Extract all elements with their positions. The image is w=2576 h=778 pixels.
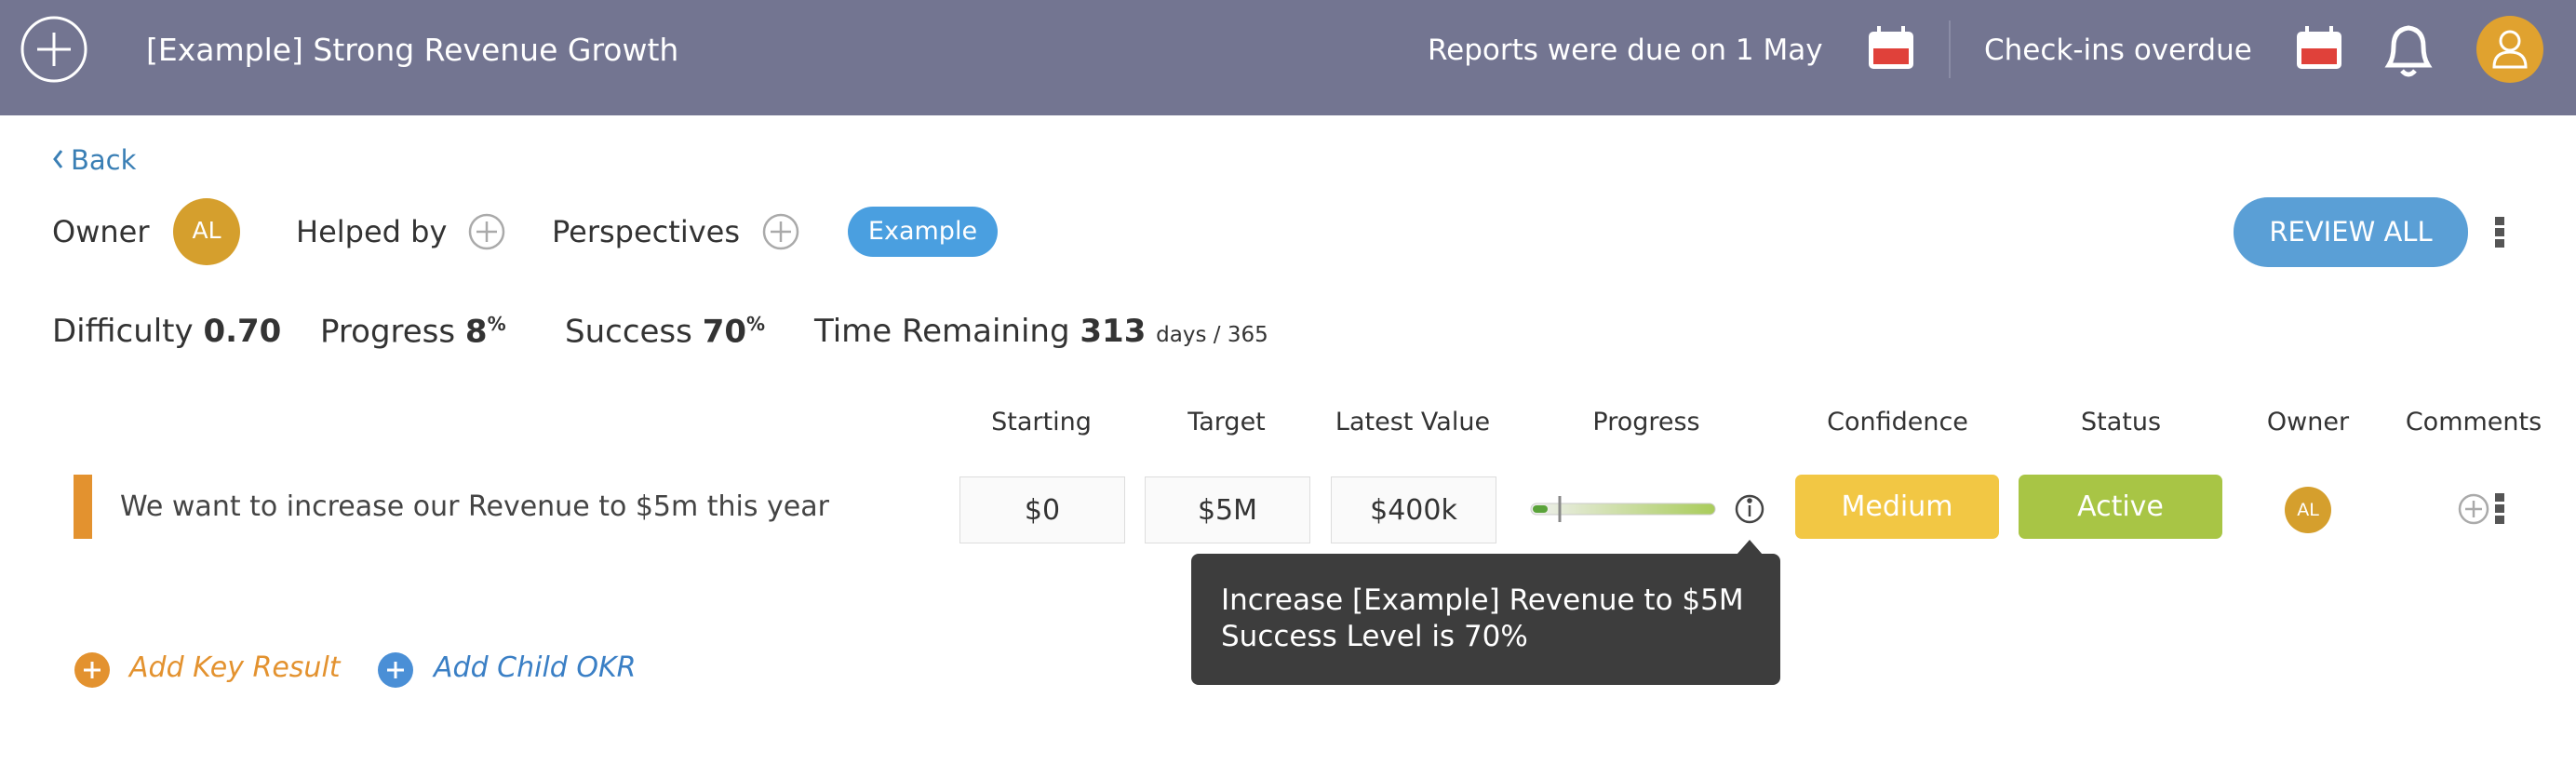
- info-icon[interactable]: [1735, 494, 1764, 524]
- stat-label: Difficulty: [52, 313, 194, 350]
- owner-avatar[interactable]: [173, 198, 240, 265]
- owner-initials: AL: [192, 217, 221, 244]
- starting-input[interactable]: $0: [959, 476, 1125, 543]
- column-header: Latest Value: [1335, 408, 1491, 436]
- add-perspective[interactable]: [762, 213, 799, 250]
- row-owner-avatar[interactable]: [2285, 487, 2331, 533]
- stat-label: Time Remaining: [814, 313, 1070, 350]
- tooltip: Increase [Example] Revenue to $5M Succes…: [1191, 554, 1780, 685]
- top-bar: [0, 0, 2576, 115]
- column-header: Owner: [2266, 408, 2350, 436]
- add-key-result[interactable]: Add Key Result: [129, 651, 341, 684]
- checkins-notice[interactable]: Check-ins overdue: [1984, 34, 2252, 67]
- add-comment[interactable]: [2458, 493, 2489, 525]
- helped-by-label: Helped by: [296, 214, 448, 249]
- stat-value: 313: [1080, 313, 1147, 350]
- back-chevron[interactable]: [53, 150, 63, 168]
- stat-value: 8: [464, 313, 488, 351]
- perspectives-label: Perspectives: [552, 214, 740, 249]
- tooltip-line: Increase [Example] Revenue to $5M: [1221, 584, 1744, 617]
- review-button[interactable]: [2234, 197, 2468, 267]
- time-stat: Time Remaining 313 days / 365: [814, 313, 1268, 350]
- kr-marker: [74, 475, 92, 539]
- okr-title: [Example] Strong Revenue Growth: [146, 32, 679, 68]
- user-avatar[interactable]: [2476, 16, 2543, 83]
- stat-unit: days / 365: [1156, 323, 1268, 347]
- owner-label: Owner: [52, 214, 150, 249]
- column-header: Starting: [991, 408, 1092, 436]
- column-header: Target: [1187, 408, 1266, 436]
- target-input[interactable]: $5M: [1145, 476, 1310, 543]
- column-header: Status: [2080, 408, 2162, 436]
- stat-value: 70: [702, 313, 747, 351]
- calendar-icon[interactable]: [1869, 26, 1913, 69]
- column-header: Comments: [2405, 408, 2542, 436]
- row-menu[interactable]: [2495, 493, 2504, 524]
- latest-input[interactable]: $400k: [1331, 476, 1496, 543]
- status-button[interactable]: Active: [2019, 475, 2222, 539]
- add-child-okr[interactable]: Add Child OKR: [434, 651, 637, 684]
- row-owner-initials: AL: [2297, 500, 2319, 520]
- tag-pill[interactable]: [848, 207, 998, 257]
- column-header: Progress: [1592, 408, 1700, 436]
- stat-value: 0.70: [203, 313, 282, 350]
- back-link[interactable]: Back: [71, 144, 137, 176]
- notification-bell[interactable]: [2384, 25, 2433, 77]
- success-stat: Success 70%: [565, 313, 765, 350]
- progress-stat: Progress 8%: [320, 313, 506, 350]
- stat-label: Progress: [320, 313, 456, 351]
- add-child-icon[interactable]: [378, 652, 413, 688]
- kr-name[interactable]: We want to increase our Revenue to $5m t…: [120, 490, 829, 523]
- column-header: Confidence: [1827, 408, 1968, 436]
- tooltip-line: Success Level is 70%: [1221, 620, 1528, 653]
- add-button[interactable]: [20, 16, 87, 83]
- add-kr-icon[interactable]: [74, 652, 110, 688]
- reports-notice[interactable]: Reports were due on 1 May: [1428, 34, 1823, 67]
- review-text: REVIEW ALL: [2269, 216, 2433, 248]
- progress-slider[interactable]: [1530, 496, 1716, 522]
- tag-text: Example: [867, 217, 978, 246]
- confidence-button[interactable]: Medium: [1795, 475, 1999, 539]
- stat-unit: %: [487, 313, 506, 335]
- tooltip-arrow: [1737, 540, 1763, 555]
- difficulty-stat: Difficulty 0.70: [52, 313, 281, 350]
- stat-unit: %: [746, 313, 766, 335]
- add-helper[interactable]: [468, 213, 505, 250]
- stat-label: Success: [565, 313, 692, 351]
- more-menu[interactable]: [2495, 217, 2504, 248]
- calendar-icon[interactable]: [2297, 26, 2341, 69]
